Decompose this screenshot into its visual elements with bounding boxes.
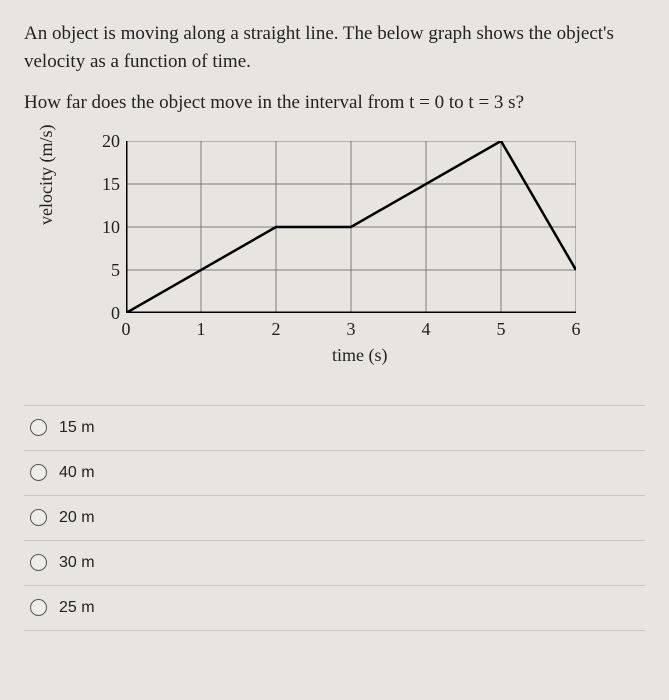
option-30m[interactable]: 30 m (24, 540, 645, 585)
x-axis-label: time (s) (332, 345, 388, 366)
radio-icon (30, 419, 47, 436)
option-label: 15 m (59, 419, 95, 437)
ytick-10: 10 (90, 217, 120, 238)
option-label: 40 m (59, 464, 95, 482)
chart-svg (126, 141, 576, 313)
xtick-1: 1 (191, 319, 211, 340)
radio-icon (30, 464, 47, 481)
option-25m[interactable]: 25 m (24, 585, 645, 631)
y-axis-label: velocity (m/s) (36, 124, 57, 224)
ytick-15: 15 (90, 174, 120, 195)
radio-icon (30, 554, 47, 571)
radio-icon (30, 509, 47, 526)
option-15m[interactable]: 15 m (24, 405, 645, 450)
xtick-5: 5 (491, 319, 511, 340)
velocity-time-chart: velocity (m/s) time (s) 20 15 10 5 0 0 1… (52, 135, 645, 375)
radio-icon (30, 599, 47, 616)
ytick-5: 5 (90, 260, 120, 281)
question-stem-2: How far does the object move in the inte… (24, 89, 645, 117)
xtick-4: 4 (416, 319, 436, 340)
ytick-20: 20 (90, 131, 120, 152)
option-label: 20 m (59, 509, 95, 527)
answer-options: 15 m 40 m 20 m 30 m 25 m (24, 405, 645, 631)
option-label: 30 m (59, 554, 95, 572)
option-20m[interactable]: 20 m (24, 495, 645, 540)
question-stem-1: An object is moving along a straight lin… (24, 20, 645, 75)
xtick-6: 6 (566, 319, 586, 340)
xtick-2: 2 (266, 319, 286, 340)
option-label: 25 m (59, 599, 95, 617)
option-40m[interactable]: 40 m (24, 450, 645, 495)
xtick-0: 0 (116, 319, 136, 340)
xtick-3: 3 (341, 319, 361, 340)
